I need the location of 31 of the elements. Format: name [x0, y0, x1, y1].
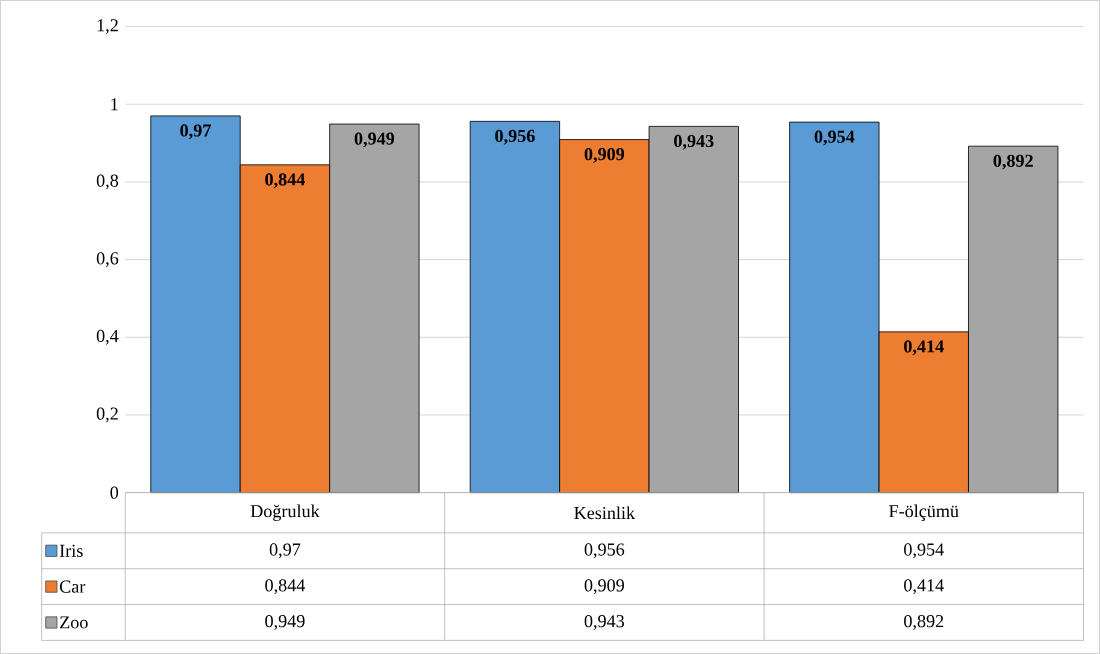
data-label: 0,954 — [904, 543, 944, 559]
data-label: 0,956 — [584, 543, 625, 559]
data-label: 0,949 — [265, 615, 305, 630]
y-tick-label: 0,6 — [96, 252, 119, 267]
text: 0,909 — [584, 148, 625, 163]
y-tick-label: 0,2 — [96, 407, 118, 423]
text: 0,892 — [993, 154, 1033, 170]
text: 0,844 — [265, 173, 305, 189]
y-tick-label: 1 — [111, 98, 118, 111]
data-label: 0,844 — [265, 579, 306, 595]
text: 0,97 — [180, 124, 211, 140]
text: 0,949 — [354, 132, 395, 148]
y-tick-label: 0 — [110, 486, 119, 499]
data-label: 0,414 — [904, 579, 944, 595]
legend-label: Car — [59, 580, 86, 593]
data-label: 0,943 — [584, 615, 625, 630]
x-tick-label: F-ölçümü — [889, 504, 959, 521]
x-tick-label: Kesinlik — [574, 506, 636, 520]
legend-label: Zoo — [60, 616, 88, 629]
data-label: 0,97 — [269, 543, 301, 559]
text: 0,956 — [495, 129, 535, 145]
y-tick-label: 0,4 — [96, 329, 119, 345]
x-tick-label: Doğruluk — [250, 504, 320, 521]
data-label: 0,892 — [904, 615, 944, 630]
y-tick-label: 0,8 — [96, 174, 119, 190]
text: 0,414 — [904, 340, 944, 356]
legend-label: Iris — [59, 544, 83, 557]
text: 0,954 — [814, 130, 855, 146]
y-tick-label: 1,2 — [97, 19, 118, 34]
data-label: 0,909 — [584, 579, 624, 595]
text: 0,943 — [674, 134, 714, 150]
